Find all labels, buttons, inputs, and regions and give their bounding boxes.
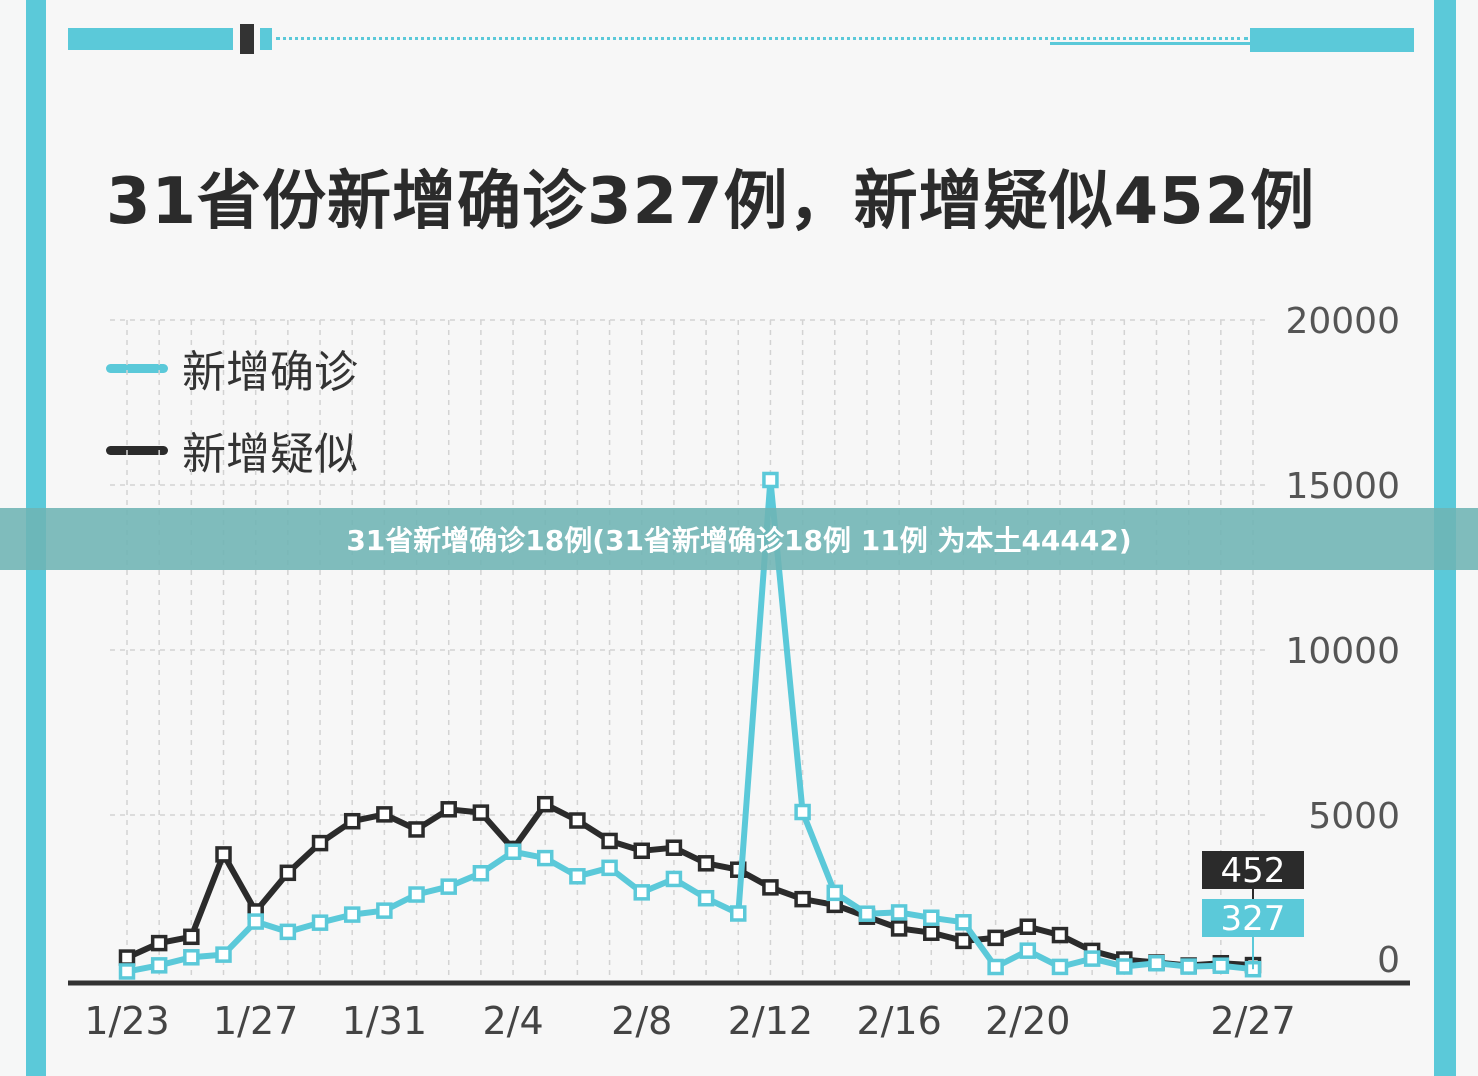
confirmed-point <box>923 909 940 927</box>
y-tick-label: 5000 <box>1308 796 1400 837</box>
confirmed-point <box>118 963 136 980</box>
suspected-point <box>665 839 683 856</box>
suspected-point <box>955 932 972 950</box>
confirmed-point <box>279 923 297 941</box>
x-tick-label: 2/12 <box>728 999 813 1043</box>
confirmed-point <box>794 803 811 821</box>
confirmed-point <box>1180 958 1197 975</box>
legend-swatch-confirmed <box>106 363 168 373</box>
suspected-point <box>923 924 940 941</box>
confirmed-point <box>858 905 876 922</box>
suspected-point <box>215 846 232 863</box>
suspected-point <box>569 812 586 829</box>
suspected-point <box>1051 926 1069 944</box>
confirmed-point <box>987 958 1004 976</box>
legend-item-suspected: 新增疑似 <box>106 418 358 482</box>
suspected-end-label: 452 <box>1221 851 1286 891</box>
suspected-point <box>343 812 361 830</box>
header-line <box>1050 42 1250 45</box>
confirmed-point <box>376 902 393 919</box>
confirmed-point <box>311 914 329 931</box>
suspected-point <box>633 842 650 860</box>
legend-swatch-suspected <box>106 445 168 455</box>
confirmed-point <box>1083 950 1101 967</box>
caption-banner: 31省新增确诊18例(31省新增确诊18例 11例 为本土44442) <box>0 508 1478 570</box>
suspected-point <box>118 949 136 966</box>
x-tick-label: 1/31 <box>342 999 427 1043</box>
suspected-point <box>440 801 457 818</box>
confirmed-point <box>955 914 972 931</box>
confirmed-point <box>633 884 650 901</box>
confirmed-point <box>472 864 490 882</box>
confirmed-end-label-box <box>1202 899 1304 937</box>
header-dotted-line <box>276 37 1248 40</box>
x-tick-label: 2/16 <box>856 999 941 1043</box>
confirmed-point <box>1116 958 1133 975</box>
confirmed-point <box>762 471 779 489</box>
confirmed-point <box>697 889 715 907</box>
header-bar-left <box>68 28 233 50</box>
x-tick-label: 2/8 <box>611 999 672 1043</box>
suspected-point <box>987 929 1004 947</box>
confirmed-point <box>1051 958 1069 976</box>
confirmed-point <box>1019 942 1037 959</box>
confirmed-point <box>247 913 264 930</box>
x-tick-label: 1/23 <box>84 999 169 1043</box>
confirmed-point <box>730 905 747 922</box>
x-tick-label: 2/4 <box>482 999 543 1043</box>
confirmed-point <box>1212 957 1230 974</box>
suspected-point <box>601 832 618 850</box>
confirmed-point <box>150 957 168 974</box>
y-tick-label: 15000 <box>1285 466 1400 507</box>
suspected-point <box>279 864 297 882</box>
suspected-end-label-box <box>1202 851 1304 889</box>
suspected-point <box>311 834 329 852</box>
x-tick-label: 2/20 <box>985 999 1070 1043</box>
legend-label-suspected: 新增疑似 <box>182 429 358 480</box>
confirmed-point <box>440 878 457 895</box>
suspected-point <box>376 806 393 823</box>
confirmed-point <box>826 884 844 902</box>
confirmed-point <box>601 859 618 877</box>
suspected-series-line <box>125 801 1254 969</box>
suspected-point <box>408 821 425 838</box>
confirmed-point <box>569 868 586 885</box>
confirmed-point <box>215 946 232 963</box>
header-bar-knob-2 <box>260 28 272 50</box>
confirmed-point <box>343 906 361 923</box>
legend-item-confirmed: 新增确诊 <box>106 336 358 400</box>
y-tick-label: 10000 <box>1285 631 1400 672</box>
confirmed-point <box>536 849 554 867</box>
confirmed-point <box>1148 954 1165 972</box>
suspected-point <box>536 795 554 813</box>
suspected-point <box>150 934 168 952</box>
header-bar-knob <box>240 24 254 54</box>
suspected-point <box>697 855 715 872</box>
suspected-point <box>890 920 908 937</box>
y-tick-label: 0 <box>1377 940 1400 981</box>
suspected-point <box>183 928 200 946</box>
confirmed-point <box>183 949 200 966</box>
legend-label-confirmed: 新增确诊 <box>182 347 358 398</box>
y-tick-label: 20000 <box>1285 301 1400 342</box>
confirmed-point <box>665 870 683 888</box>
confirmed-point <box>504 843 522 860</box>
chart-title: 31省份新增确诊327例，新增疑似452例 <box>106 165 1316 239</box>
confirmed-end-label: 327 <box>1221 899 1286 939</box>
x-tick-label: 1/27 <box>213 999 298 1043</box>
caption-banner-text: 31省新增确诊18例(31省新增确诊18例 11例 为本土44442) <box>346 524 1132 557</box>
confirmed-point <box>408 886 425 903</box>
suspected-point <box>472 804 490 821</box>
suspected-point <box>794 890 811 908</box>
suspected-point <box>1019 918 1037 935</box>
x-tick-label: 2/27 <box>1210 999 1295 1043</box>
header-bar-right <box>1250 28 1414 52</box>
confirmed-point <box>890 904 908 921</box>
suspected-point <box>762 879 779 896</box>
